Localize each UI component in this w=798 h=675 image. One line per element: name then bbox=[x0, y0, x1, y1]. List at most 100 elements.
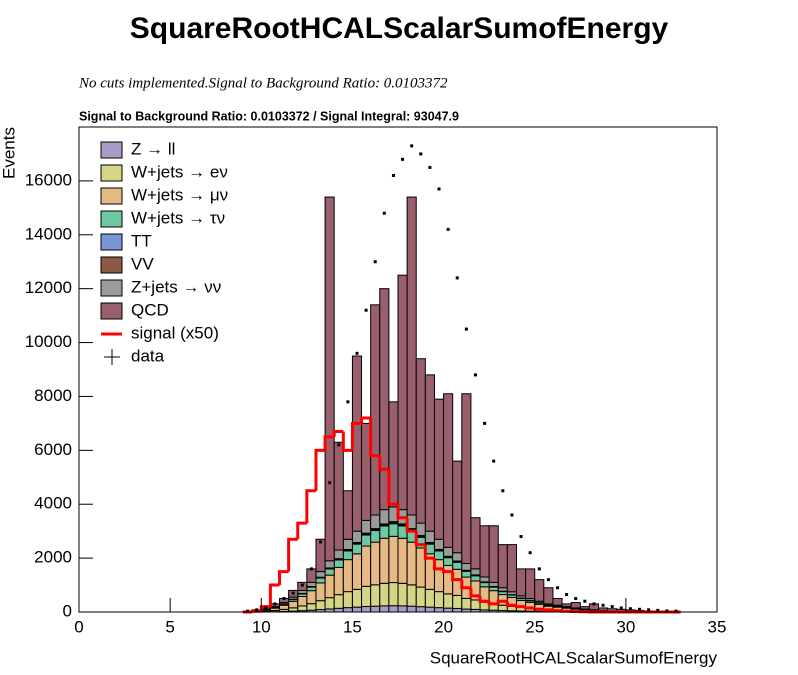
legend-label: signal (x50) bbox=[131, 323, 219, 342]
chart-title: SquareRootHCALScalarSumofEnergy bbox=[130, 12, 669, 45]
data-point bbox=[273, 602, 277, 606]
hist-segment bbox=[579, 606, 590, 610]
data-point bbox=[282, 597, 286, 601]
signal-step bbox=[378, 455, 389, 471]
signal-step bbox=[560, 609, 572, 613]
y-tick-label: 2000 bbox=[34, 548, 72, 567]
y-tick-label: 16000 bbox=[25, 170, 72, 189]
hist-segment bbox=[424, 530, 435, 543]
hist-segment bbox=[361, 534, 372, 547]
x-tick-label: 0 bbox=[74, 617, 83, 636]
hist-segment bbox=[315, 582, 326, 602]
data-point bbox=[319, 540, 323, 544]
data-point bbox=[428, 165, 432, 169]
hist-segment bbox=[342, 538, 353, 550]
hist-segment bbox=[370, 541, 381, 586]
hist-segment bbox=[361, 519, 372, 534]
x-tick-label: 35 bbox=[708, 617, 727, 636]
hist-segment bbox=[534, 579, 545, 602]
data-point bbox=[300, 583, 304, 587]
hist-segment bbox=[424, 588, 435, 608]
y-tick-label: 14000 bbox=[25, 224, 72, 243]
data-point bbox=[619, 606, 623, 610]
hist-segment bbox=[361, 545, 372, 587]
hist-segment bbox=[324, 196, 335, 562]
hist-segment bbox=[379, 509, 390, 525]
legend-swatch bbox=[100, 302, 123, 320]
hist-segment bbox=[443, 557, 454, 566]
signal-step bbox=[423, 544, 435, 560]
hist-segment bbox=[342, 607, 353, 613]
legend-swatch bbox=[100, 233, 123, 251]
signal-step bbox=[460, 579, 471, 590]
data-point bbox=[583, 599, 587, 603]
hist-segment bbox=[424, 606, 435, 613]
hist-segment bbox=[379, 537, 390, 584]
signal-step bbox=[369, 418, 380, 458]
data-point bbox=[473, 373, 477, 377]
hist-segment bbox=[306, 586, 317, 592]
data-point bbox=[656, 608, 660, 612]
hist-segment bbox=[315, 571, 326, 578]
data-point bbox=[592, 602, 596, 606]
signal-step bbox=[396, 504, 408, 520]
legend-label: Z+jets → νν bbox=[131, 277, 221, 296]
x-tick-label: 15 bbox=[343, 617, 362, 636]
y-tick-label: 4000 bbox=[34, 494, 72, 513]
hist-segment bbox=[488, 525, 499, 583]
signal-step bbox=[268, 583, 280, 607]
hist-segment bbox=[470, 568, 481, 576]
hist-segment bbox=[488, 581, 499, 588]
data-point bbox=[337, 443, 341, 447]
hist-segment bbox=[506, 544, 517, 593]
legend-label: TT bbox=[131, 231, 152, 250]
signal-step bbox=[478, 595, 490, 603]
legend-swatch bbox=[100, 187, 123, 205]
signal-step bbox=[332, 429, 344, 437]
data-point bbox=[464, 327, 468, 331]
legend-swatch bbox=[100, 256, 123, 274]
hist-segment bbox=[452, 594, 463, 609]
hist-segment bbox=[379, 605, 390, 613]
hist-segment bbox=[333, 441, 344, 551]
hist-segment bbox=[351, 606, 363, 613]
hist-segment bbox=[452, 552, 463, 562]
hist-segment bbox=[333, 549, 344, 560]
hist-segment bbox=[306, 603, 317, 611]
data-point bbox=[674, 609, 678, 613]
hist-segment bbox=[306, 568, 317, 583]
hist-segment bbox=[406, 541, 417, 586]
data-point bbox=[264, 606, 268, 610]
hist-segment bbox=[406, 605, 417, 613]
legend-label: VV bbox=[131, 254, 154, 273]
legend-swatch bbox=[100, 141, 123, 159]
x-tick-label: 5 bbox=[165, 617, 174, 636]
hist-segment bbox=[433, 607, 445, 613]
hist-segment bbox=[433, 538, 445, 550]
hist-segment bbox=[388, 523, 399, 537]
hist-segment bbox=[370, 530, 381, 543]
legend-label: W+jets → eν bbox=[131, 162, 228, 181]
hist-segment bbox=[324, 574, 335, 599]
hist-segment bbox=[461, 597, 472, 610]
signal-step bbox=[405, 517, 417, 533]
hist-segment bbox=[415, 606, 426, 613]
signal-step bbox=[341, 431, 353, 452]
hist-segment bbox=[461, 563, 472, 571]
y-tick-label: 8000 bbox=[34, 386, 72, 405]
hist-segment bbox=[388, 605, 399, 613]
data-point bbox=[601, 603, 605, 607]
hist-segment bbox=[324, 568, 335, 576]
data-point bbox=[546, 578, 550, 582]
hist-segment bbox=[351, 553, 363, 590]
signal-step bbox=[287, 537, 298, 572]
signal-step bbox=[432, 558, 444, 571]
data-point bbox=[501, 489, 505, 493]
hist-segment bbox=[497, 587, 508, 592]
data-point bbox=[401, 157, 405, 161]
hist-segment bbox=[543, 587, 554, 605]
hist-segment bbox=[324, 597, 335, 610]
data-point bbox=[364, 308, 368, 312]
signal-step bbox=[524, 606, 535, 610]
